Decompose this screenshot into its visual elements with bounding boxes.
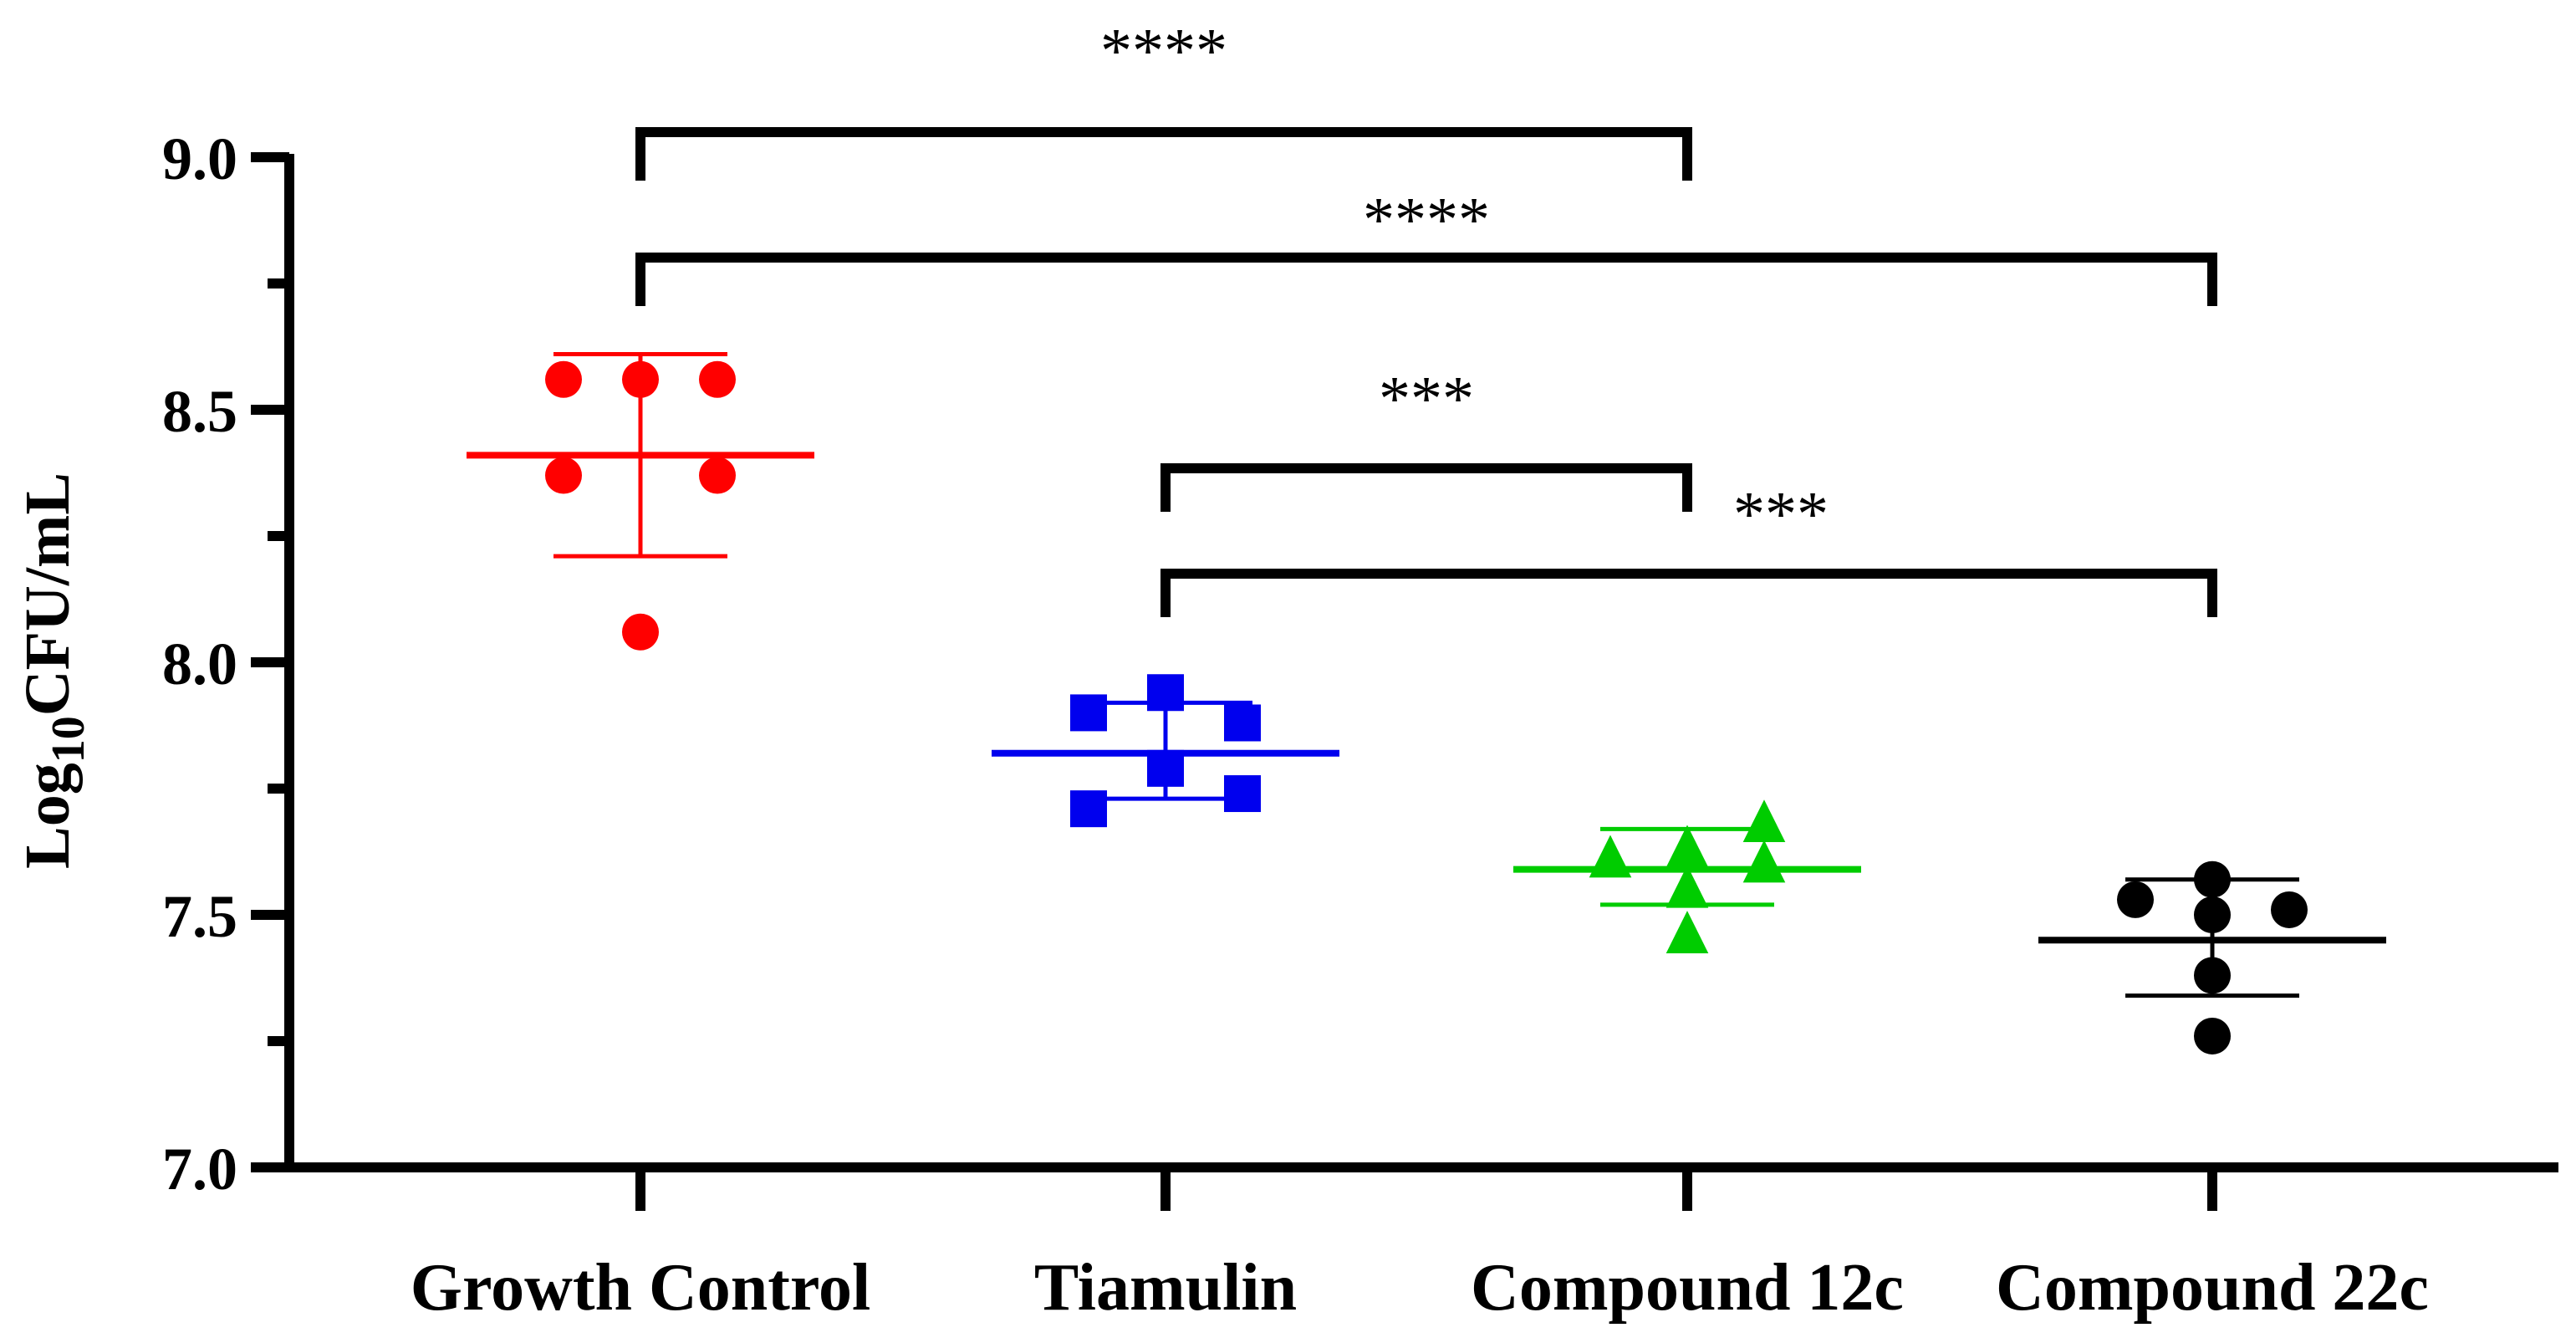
x-category-label: Compound 22c	[1996, 1251, 2429, 1325]
y-tick-label: 8.5	[162, 378, 237, 445]
y-axis-title-subscript: 10	[43, 716, 94, 763]
data-point	[2194, 1017, 2231, 1054]
data-point	[545, 360, 582, 398]
data-point	[2194, 896, 2231, 933]
data-point	[699, 360, 736, 398]
data-point	[1224, 775, 1261, 813]
significance-label: ***	[1733, 479, 1829, 549]
data-point	[1665, 825, 1709, 868]
y-tick-label: 7.0	[162, 1136, 237, 1203]
significance-bracket	[635, 253, 2217, 306]
x-category-label: Compound 12c	[1471, 1251, 1904, 1325]
axis-titles: Log10CFU/mL	[13, 472, 94, 869]
data-point	[2117, 881, 2154, 918]
significance-label: ****	[1100, 16, 1227, 86]
data-point	[1589, 835, 1632, 878]
y-tick-label: 7.5	[162, 883, 237, 950]
data-series	[467, 352, 2386, 1054]
series-group	[992, 674, 1339, 828]
series-group	[467, 352, 814, 651]
y-tick-label: 9.0	[162, 125, 237, 192]
significance-bracket	[635, 127, 1692, 181]
x-category-label: Tiamulin	[1034, 1251, 1297, 1325]
x-categories: Growth Control Tiamulin Compound 12c Compou…	[411, 1167, 2429, 1325]
data-point	[1070, 694, 1107, 732]
data-point	[622, 613, 659, 651]
data-point	[1665, 865, 1709, 908]
significance-label: ***	[1379, 364, 1474, 434]
data-point	[2194, 860, 2231, 898]
significance-label: ****	[1363, 185, 1490, 255]
data-point	[1742, 799, 1786, 843]
series-group	[1513, 799, 1861, 953]
significance-brackets: **************	[635, 16, 2217, 617]
y-axis-title-suffix: CFU/mL	[13, 472, 83, 716]
y-ticks: 7.0 7.5 8.0 8.5 9.0	[162, 125, 289, 1203]
y-axis-title: Log10CFU/mL	[13, 472, 94, 869]
series-group	[2038, 860, 2386, 1054]
data-point	[545, 457, 582, 494]
significance-bracket	[1160, 569, 2217, 617]
y-axis-title-prefix: Log	[13, 763, 83, 869]
data-point	[1665, 911, 1709, 953]
significance-bracket	[1160, 463, 1692, 512]
data-point	[622, 360, 659, 398]
data-point	[2194, 957, 2231, 994]
y-tick-label: 8.0	[162, 631, 237, 697]
data-point	[1742, 840, 1786, 883]
data-point	[2271, 891, 2308, 928]
data-point	[699, 457, 736, 494]
data-point	[1070, 790, 1107, 828]
data-point	[1147, 749, 1184, 787]
data-point	[1147, 674, 1184, 712]
x-category-label: Growth Control	[411, 1251, 870, 1325]
data-point	[1224, 704, 1261, 742]
